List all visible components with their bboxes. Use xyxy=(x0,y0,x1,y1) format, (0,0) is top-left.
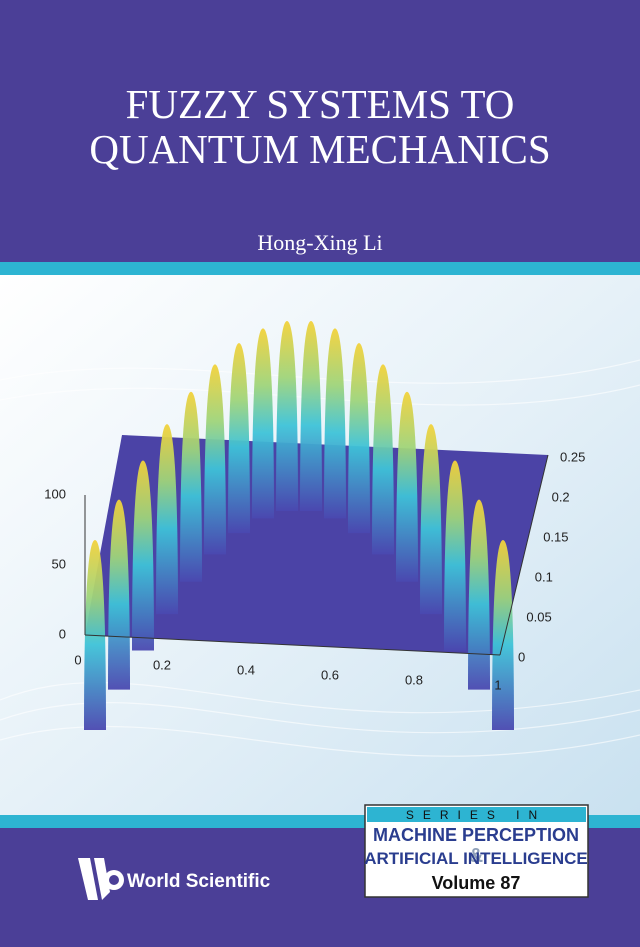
y-tick-label: 0.25 xyxy=(560,449,585,464)
peak xyxy=(348,343,370,534)
peak xyxy=(108,499,130,690)
series-label: SERIES IN xyxy=(406,808,546,822)
series-volume: Volume 87 xyxy=(432,873,521,893)
peak xyxy=(372,364,394,555)
peak xyxy=(492,540,514,730)
series-line: ARTIFICIAL INTELLIGENCE xyxy=(364,849,588,868)
peak xyxy=(300,320,322,511)
title-line: QUANTUM MECHANICS xyxy=(89,126,550,172)
peak xyxy=(180,391,202,582)
z-tick-label: 100 xyxy=(44,486,66,501)
y-tick-label: 0 xyxy=(518,649,525,664)
y-tick-label: 0.2 xyxy=(552,489,570,504)
peak xyxy=(444,460,466,651)
publisher: World Scientific xyxy=(127,871,271,892)
peak xyxy=(252,328,274,519)
x-tick-label: 1 xyxy=(494,677,501,692)
x-tick-label: 0.4 xyxy=(237,662,255,677)
z-tick-label: 50 xyxy=(52,556,66,571)
peak xyxy=(156,424,178,615)
axes xyxy=(84,454,549,656)
z-tick-label: 0 xyxy=(59,626,66,641)
series-header xyxy=(367,807,586,822)
author: Hong-Xing Li xyxy=(257,230,382,255)
peak xyxy=(396,391,418,582)
peak xyxy=(324,328,346,519)
x-tick-label: 0.6 xyxy=(321,667,339,682)
title-line: FUZZY SYSTEMS TO xyxy=(126,81,515,127)
peak xyxy=(132,460,154,651)
y-tick-label: 0.1 xyxy=(535,569,553,584)
x-tick-label: 0.8 xyxy=(405,672,423,687)
publisher-logo xyxy=(78,858,124,900)
series-line: MACHINE PERCEPTION xyxy=(373,825,579,845)
stripe xyxy=(0,262,640,275)
x-tick-label: 0 xyxy=(74,652,81,667)
series-ampersand: & xyxy=(469,845,483,867)
peak xyxy=(204,364,226,555)
peak xyxy=(420,424,442,615)
peak xyxy=(276,320,298,511)
top-band xyxy=(0,0,640,262)
x-tick-label: 0.2 xyxy=(153,657,171,672)
peak xyxy=(228,343,250,534)
peak xyxy=(468,499,490,690)
y-tick-label: 0.05 xyxy=(526,609,551,624)
y-tick-label: 0.15 xyxy=(543,529,568,544)
